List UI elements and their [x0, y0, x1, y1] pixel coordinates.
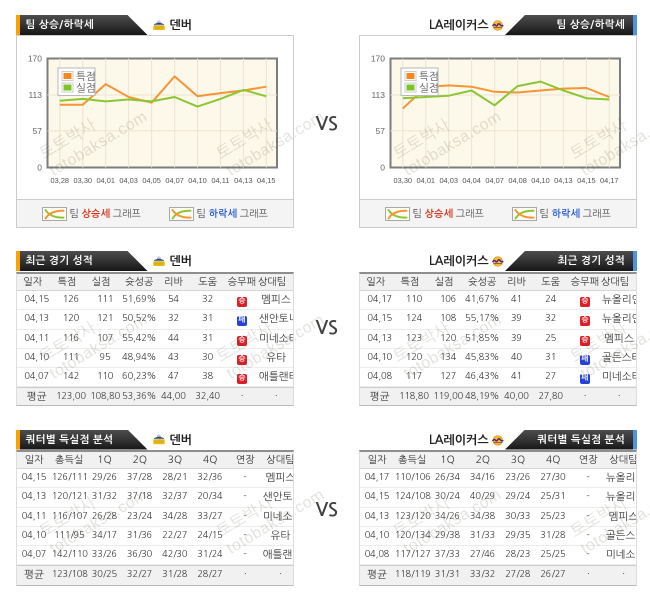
svg-text:03,30: 03,30 — [73, 176, 92, 185]
svg-text:실점: 실점 — [76, 83, 96, 94]
svg-text:170: 170 — [370, 54, 384, 64]
svg-text:04,11: 04,11 — [211, 176, 229, 185]
svg-text:04,01: 04,01 — [416, 176, 435, 185]
svg-text:04,04: 04,04 — [462, 176, 481, 185]
svg-text:03,28: 03,28 — [50, 176, 69, 185]
svg-text:실점: 실점 — [419, 83, 439, 94]
svg-text:04,05: 04,05 — [142, 176, 161, 185]
svg-text:특점: 특점 — [419, 71, 439, 82]
svg-text:04,07: 04,07 — [485, 176, 504, 185]
svg-text:04,03: 04,03 — [119, 176, 138, 185]
svg-text:04,13: 04,13 — [554, 176, 573, 185]
svg-text:0: 0 — [37, 163, 42, 173]
svg-text:0: 0 — [380, 163, 385, 173]
svg-text:170: 170 — [27, 54, 41, 64]
svg-text:04,07: 04,07 — [165, 176, 184, 185]
svg-text:113: 113 — [28, 90, 42, 100]
svg-text:04,03: 04,03 — [439, 176, 458, 185]
svg-text:57: 57 — [32, 126, 42, 136]
svg-text:04,10: 04,10 — [531, 176, 550, 185]
svg-text:113: 113 — [371, 90, 385, 100]
svg-text:03,30: 03,30 — [393, 176, 412, 185]
svg-text:특점: 특점 — [76, 71, 96, 82]
svg-text:04,08: 04,08 — [508, 176, 526, 185]
svg-text:04,17: 04,17 — [600, 176, 619, 185]
svg-text:04,10: 04,10 — [188, 176, 207, 185]
svg-text:04,13: 04,13 — [234, 176, 253, 185]
svg-text:04,01: 04,01 — [96, 176, 115, 185]
svg-text:04,15: 04,15 — [577, 176, 596, 185]
svg-text:04,15: 04,15 — [257, 176, 276, 185]
svg-text:57: 57 — [375, 126, 385, 136]
